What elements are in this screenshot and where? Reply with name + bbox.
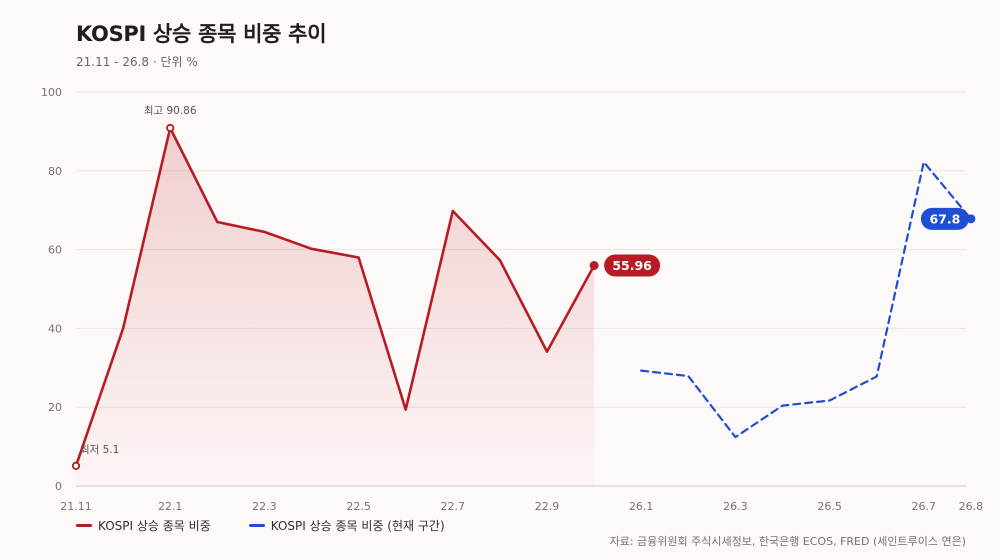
x-tick-label: 26.1 bbox=[629, 500, 654, 513]
series-area bbox=[76, 128, 595, 486]
series-line-historical bbox=[74, 126, 596, 468]
end-value-label: 55.96 bbox=[612, 258, 652, 273]
x-tick-label: 26.8 bbox=[959, 500, 984, 513]
series-line-current bbox=[640, 161, 972, 439]
legend: KOSPI 상승 종목 비중 KOSPI 상승 종목 비중 (현재 구간) bbox=[76, 517, 445, 534]
x-tick-label: 22.3 bbox=[252, 500, 277, 513]
x-tick-label: 26.7 bbox=[912, 500, 937, 513]
y-tick-label: 60 bbox=[48, 244, 62, 257]
x-tick-label: 26.5 bbox=[817, 500, 842, 513]
y-tick-label: 40 bbox=[48, 322, 62, 335]
end-value-label: 67.8 bbox=[929, 211, 960, 226]
source-note: 자료: 금융위원회 주식시세정보, 한국은행 ECOS, FRED (세인트루이… bbox=[609, 535, 966, 548]
legend-label: KOSPI 상승 종목 비중 bbox=[98, 519, 211, 533]
x-tick-label: 22.7 bbox=[441, 500, 466, 513]
legend-swatch-red bbox=[76, 524, 92, 527]
annotation-marker bbox=[166, 123, 175, 133]
y-tick-label: 20 bbox=[48, 401, 62, 414]
legend-label: KOSPI 상승 종목 비중 (현재 구간) bbox=[270, 519, 445, 533]
min-annotation: 최저 5.1 bbox=[80, 444, 119, 456]
y-tick-label: 0 bbox=[55, 480, 62, 493]
x-tick-label: 22.5 bbox=[346, 500, 371, 513]
y-tick-label: 80 bbox=[48, 165, 62, 178]
legend-item-series-1: KOSPI 상승 종목 비중 bbox=[76, 517, 211, 534]
x-tick-label: 22.9 bbox=[535, 500, 560, 513]
x-tick-label: 21.11 bbox=[60, 500, 92, 513]
end-value-badge bbox=[920, 207, 969, 230]
x-tick-label: 22.1 bbox=[158, 500, 183, 513]
x-tick-label: 26.3 bbox=[723, 500, 748, 513]
end-value-badge bbox=[604, 254, 661, 277]
max-annotation: 최고 90.86 bbox=[144, 105, 197, 117]
end-marker bbox=[589, 261, 599, 271]
chart-subtitle: 21.11 - 26.8 · 단위 % bbox=[76, 55, 198, 69]
chart-title: KOSPI 상승 종목 비중 추이 bbox=[76, 22, 327, 46]
legend-item-series-2: KOSPI 상승 종목 비중 (현재 구간) bbox=[248, 517, 445, 534]
legend-swatch-blue bbox=[248, 524, 265, 527]
y-tick-label: 100 bbox=[41, 86, 62, 99]
annotation-marker bbox=[71, 461, 81, 471]
